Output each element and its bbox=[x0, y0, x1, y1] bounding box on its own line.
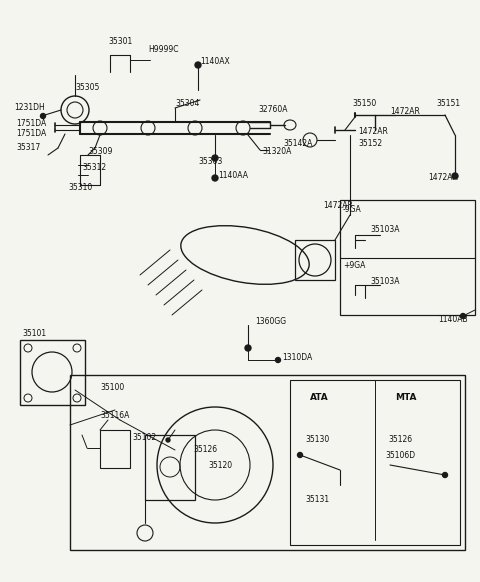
Text: 35100: 35100 bbox=[100, 384, 124, 392]
Bar bbox=[290, 380, 460, 545]
Text: 1140AA: 1140AA bbox=[218, 171, 248, 179]
Text: 1472AR: 1472AR bbox=[390, 108, 420, 116]
Text: 35303: 35303 bbox=[198, 158, 222, 166]
Circle shape bbox=[276, 357, 280, 363]
Text: 35106D: 35106D bbox=[385, 450, 415, 460]
Text: 35131: 35131 bbox=[305, 495, 329, 505]
Text: 35310: 35310 bbox=[68, 183, 92, 193]
Circle shape bbox=[443, 473, 447, 477]
Bar bbox=[100, 430, 130, 468]
Text: 1310DA: 1310DA bbox=[282, 353, 312, 363]
Circle shape bbox=[40, 113, 46, 119]
Text: 35152: 35152 bbox=[358, 140, 382, 148]
Text: 35151: 35151 bbox=[436, 100, 460, 108]
Text: 1751DA: 1751DA bbox=[16, 119, 46, 127]
Bar bbox=[340, 200, 475, 315]
Text: 35101: 35101 bbox=[22, 328, 46, 338]
Circle shape bbox=[212, 175, 218, 181]
Text: 32760A: 32760A bbox=[258, 105, 288, 115]
Text: 31320A: 31320A bbox=[262, 147, 291, 157]
Text: 1751DA: 1751DA bbox=[16, 129, 46, 137]
Text: 1472AR: 1472AR bbox=[323, 201, 353, 210]
Text: +9GA: +9GA bbox=[343, 261, 365, 269]
Text: 35102: 35102 bbox=[132, 434, 156, 442]
Text: 1360GG: 1360GG bbox=[255, 318, 286, 327]
Circle shape bbox=[460, 314, 466, 318]
Circle shape bbox=[212, 155, 218, 161]
Text: 1231DH: 1231DH bbox=[14, 102, 45, 112]
Circle shape bbox=[298, 452, 302, 457]
Text: MTA: MTA bbox=[395, 392, 417, 402]
Text: 35305: 35305 bbox=[75, 83, 99, 93]
Text: 35120: 35120 bbox=[208, 460, 232, 470]
Circle shape bbox=[195, 62, 201, 68]
Text: 35103A: 35103A bbox=[370, 278, 399, 286]
Circle shape bbox=[166, 438, 170, 442]
Text: -9GA: -9GA bbox=[343, 205, 362, 215]
Text: 35309: 35309 bbox=[88, 147, 112, 157]
Text: 35126: 35126 bbox=[193, 445, 217, 455]
Text: ATA: ATA bbox=[310, 392, 329, 402]
Text: 35103A: 35103A bbox=[370, 225, 399, 235]
Text: 35304: 35304 bbox=[175, 98, 199, 108]
Text: 35130: 35130 bbox=[305, 435, 329, 445]
Circle shape bbox=[452, 173, 458, 179]
Text: H9999C: H9999C bbox=[148, 45, 179, 55]
Text: 35116A: 35116A bbox=[100, 411, 130, 421]
Text: 1140AX: 1140AX bbox=[200, 58, 230, 66]
Text: 35150: 35150 bbox=[352, 100, 376, 108]
Text: 35301: 35301 bbox=[108, 37, 132, 47]
Bar bbox=[70, 375, 465, 550]
Bar bbox=[20, 340, 85, 405]
Text: 1472AR: 1472AR bbox=[428, 173, 458, 183]
Bar bbox=[145, 435, 195, 500]
Text: 35126: 35126 bbox=[388, 435, 412, 445]
Text: 35142A: 35142A bbox=[283, 139, 312, 147]
Text: 1472AR: 1472AR bbox=[358, 127, 388, 137]
Bar bbox=[295, 240, 335, 280]
Text: 35312: 35312 bbox=[82, 164, 106, 172]
Text: 35317: 35317 bbox=[16, 144, 40, 152]
Text: 1140AB: 1140AB bbox=[438, 315, 468, 325]
Circle shape bbox=[245, 345, 251, 351]
